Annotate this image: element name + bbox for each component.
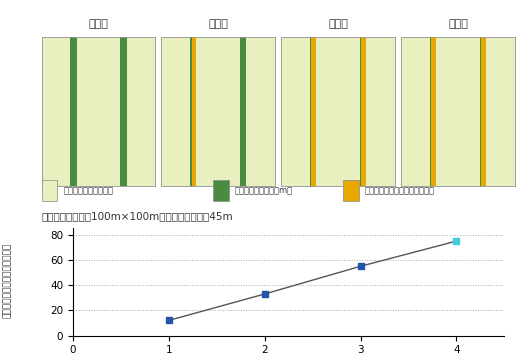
Bar [42,37,155,186]
Text: １年後: １年後 [209,19,228,29]
Bar [162,37,275,186]
Bar [480,37,481,186]
Text: ２年後: ２年後 [328,19,348,29]
Bar [310,37,316,186]
Bar [360,37,361,186]
Text: 耕地全体の収量増加割合（％）: 耕地全体の収量増加割合（％） [3,243,11,318]
Bar [213,180,229,201]
Bar [343,180,359,201]
Text: 開始年: 開始年 [88,19,108,29]
Bar [190,37,191,186]
Bar [120,37,126,186]
Bar [162,37,275,186]
Text: 農耕地の大きさ：100m×100m　休閑帯の間隔：45m: 農耕地の大きさ：100m×100m 休閑帯の間隔：45m [42,211,233,221]
Text: 耕地内休閑帯（幅５m）: 耕地内休閑帯（幅５m） [235,186,293,195]
Bar [42,180,57,201]
Bar [401,37,515,186]
Bar [70,37,76,186]
Bar [42,37,155,186]
Bar [480,37,486,186]
Bar [240,37,246,186]
Bar [190,37,197,186]
Bar [401,37,515,186]
Text: ３年後: ３年後 [448,19,468,29]
Bar [430,37,436,186]
Text: 連続耕作下にある耕地: 連続耕作下にある耕地 [63,186,113,195]
Bar [360,37,366,186]
Bar [281,37,395,186]
Bar [430,37,431,186]
Bar [310,37,311,186]
Text: 耕地内休閑後に作付けした耕地: 耕地内休閑後に作付けした耕地 [365,186,435,195]
Bar [281,37,395,186]
